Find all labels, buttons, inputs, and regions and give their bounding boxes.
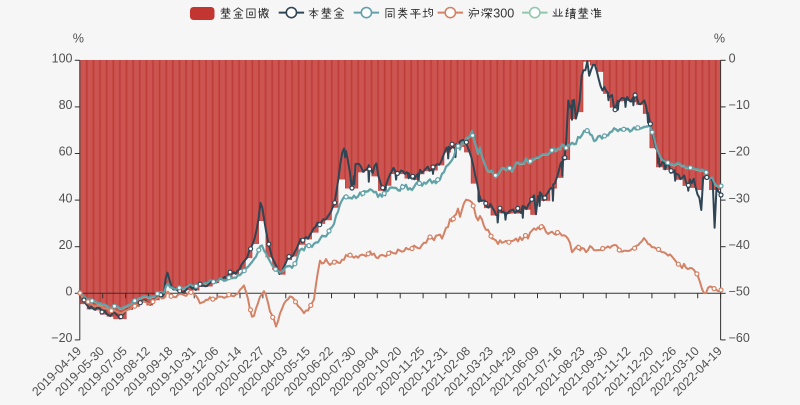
svg-text:60: 60 xyxy=(59,145,73,159)
svg-text:0: 0 xyxy=(66,285,73,299)
svg-text:80: 80 xyxy=(59,98,73,112)
svg-text:300: 300 xyxy=(493,7,514,21)
svg-text:20: 20 xyxy=(59,238,73,252)
svg-text:−30: −30 xyxy=(729,191,750,205)
svg-text:0: 0 xyxy=(729,52,736,66)
svg-text:−10: −10 xyxy=(729,98,750,112)
svg-text:−20: −20 xyxy=(51,331,72,345)
svg-text:−20: −20 xyxy=(729,145,750,159)
svg-text:−40: −40 xyxy=(729,238,750,252)
svg-text:−50: −50 xyxy=(729,285,750,299)
svg-text:%: % xyxy=(714,32,725,46)
svg-text:40: 40 xyxy=(59,191,73,205)
svg-text:%: % xyxy=(73,32,84,46)
svg-text:−60: −60 xyxy=(729,331,750,345)
svg-text:100: 100 xyxy=(52,52,73,66)
